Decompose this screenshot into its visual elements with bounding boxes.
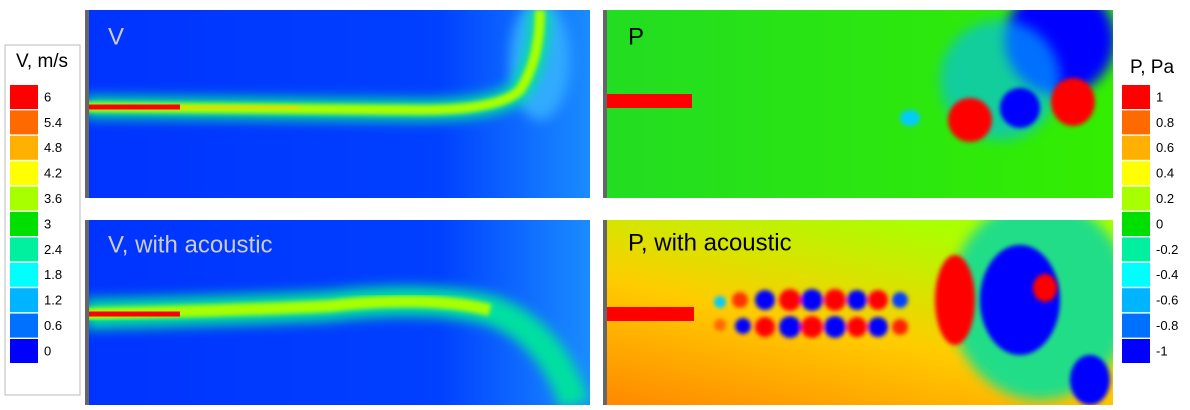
legend-swatch (1122, 339, 1150, 363)
legend-label: 4.8 (44, 140, 62, 155)
legend-swatch (10, 110, 38, 134)
legend-label: 0 (44, 343, 51, 358)
legend-label: 0 (1156, 216, 1163, 231)
legend-swatch (10, 187, 38, 211)
figure: V P V, with acoustic P, with acoustic V,… (0, 0, 1190, 405)
legend-label: 0.2 (1156, 191, 1174, 206)
legend-swatch (1122, 288, 1150, 312)
legend-swatch (1122, 110, 1150, 134)
legend-label: 5.4 (44, 115, 62, 130)
panel-p-acoustic: P, with acoustic (603, 200, 1130, 405)
legend-swatch (10, 237, 38, 261)
legend-swatch (10, 212, 38, 236)
legend-label: 3 (44, 216, 51, 231)
legend-label: -0.6 (1156, 293, 1178, 308)
legend-swatch (1122, 136, 1150, 160)
legend-swatch (10, 263, 38, 287)
legend-label: -0.2 (1156, 242, 1178, 257)
panel-label: V (108, 23, 124, 50)
legend-label: 0.8 (1156, 115, 1174, 130)
legend-label: -0.8 (1156, 318, 1178, 333)
legend-swatch (1122, 161, 1150, 185)
legend-swatch (1122, 212, 1150, 236)
legend-swatch (10, 288, 38, 312)
legend-label: 6 (44, 89, 51, 104)
legend-swatch (1122, 263, 1150, 287)
legend-label: 0.6 (1156, 140, 1174, 155)
panel-v: V (85, 0, 590, 198)
legend-label: -0.4 (1156, 267, 1178, 282)
legend-swatch (10, 85, 38, 109)
legend-label: 2.4 (44, 242, 62, 257)
legend-swatch (1122, 237, 1150, 261)
legend-swatch (1122, 314, 1150, 338)
legend-title: V, m/s (16, 51, 68, 72)
legend-label: 1.2 (44, 293, 62, 308)
panel-p: P (603, 0, 1115, 198)
legend-label: 0.6 (44, 318, 62, 333)
legend-label: 4.2 (44, 166, 62, 181)
legend-swatch (10, 339, 38, 363)
legend-swatch (1122, 85, 1150, 109)
legend-title: P, Pa (1130, 57, 1174, 78)
panel-label: P, with acoustic (628, 229, 792, 256)
legend-swatch (10, 161, 38, 185)
legend-label: -1 (1156, 343, 1168, 358)
legend-label: 1.8 (44, 267, 62, 282)
legend-swatch (1122, 187, 1150, 211)
legend-label: 0.4 (1156, 166, 1174, 181)
legend-label: 3.6 (44, 191, 62, 206)
panel-label: V, with acoustic (108, 231, 273, 258)
legend-label: 1 (1156, 89, 1163, 104)
legend-swatch (10, 314, 38, 338)
panel-v-acoustic: V, with acoustic (85, 220, 590, 405)
legend-swatch (10, 136, 38, 160)
panel-label: P (628, 23, 644, 50)
